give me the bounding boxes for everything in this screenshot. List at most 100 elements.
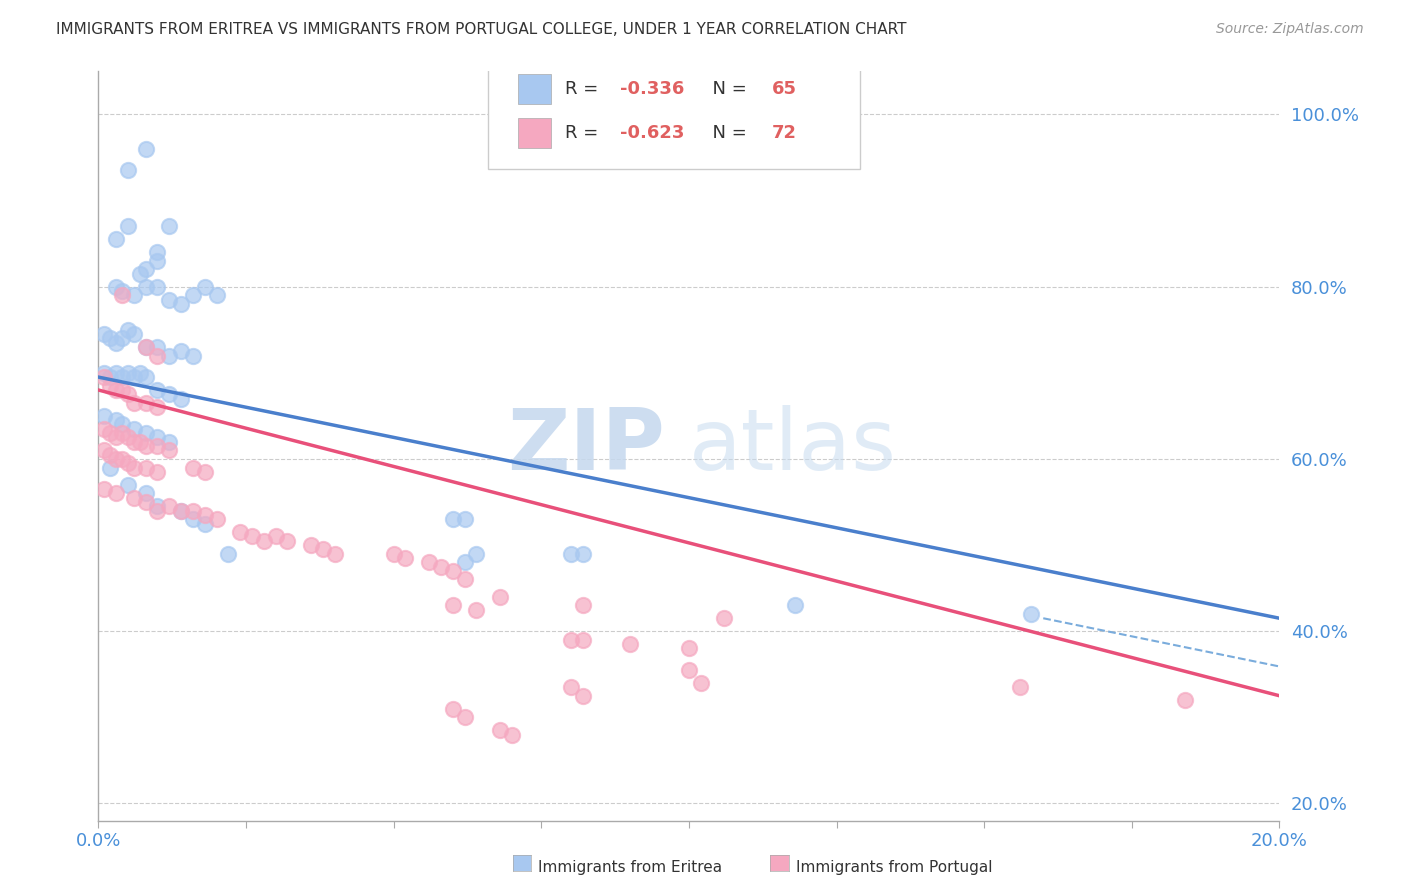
Point (253, 533, 276, 548)
Point (181, 349, 204, 363)
Point (194, 465, 217, 479)
Point (122, 434, 145, 449)
Text: Immigrants from Eritrea: Immigrants from Eritrea (538, 860, 723, 874)
Point (93, 370, 115, 384)
Point (135, 495, 157, 509)
Point (170, 503, 193, 517)
Point (146, 500, 169, 514)
Point (157, 500, 180, 514)
Point (678, 641, 700, 656)
Point (117, 323, 139, 337)
Point (170, 503, 193, 517)
Point (205, 288, 228, 302)
Point (128, 267, 150, 281)
Point (146, 349, 169, 363)
Point (105, 413, 128, 427)
Text: atlas: atlas (689, 404, 897, 488)
Point (135, 370, 157, 384)
Point (105, 486, 128, 500)
Point (98, 426, 121, 441)
Point (170, 392, 193, 406)
Point (560, 632, 582, 647)
Point (122, 370, 145, 384)
Point (111, 370, 134, 384)
Point (128, 366, 150, 380)
Point (93, 482, 115, 496)
Point (170, 344, 193, 359)
Point (135, 262, 157, 277)
Point (489, 590, 512, 604)
Point (135, 396, 157, 410)
Text: -0.623: -0.623 (620, 124, 685, 142)
Point (105, 430, 128, 444)
Point (312, 542, 335, 557)
Point (441, 564, 464, 578)
Point (276, 533, 298, 548)
Point (146, 253, 169, 268)
Point (1008, 680, 1031, 694)
Point (157, 219, 180, 234)
Point (501, 727, 523, 741)
Point (430, 559, 453, 574)
Text: Immigrants from Portugal: Immigrants from Portugal (796, 860, 993, 874)
Point (146, 383, 169, 397)
Point (465, 547, 488, 561)
Point (382, 547, 405, 561)
Point (105, 366, 128, 380)
Text: N =: N = (700, 124, 752, 142)
Text: N =: N = (700, 79, 752, 97)
Point (678, 663, 700, 677)
Point (111, 288, 134, 302)
Text: -0.336: -0.336 (620, 79, 685, 97)
Point (453, 512, 475, 526)
Point (105, 279, 128, 293)
Point (181, 460, 204, 475)
Point (560, 680, 582, 694)
Point (122, 288, 145, 302)
Point (105, 335, 128, 350)
Point (571, 689, 593, 703)
Point (117, 163, 139, 178)
Point (181, 503, 204, 517)
Point (441, 701, 464, 715)
Point (111, 417, 134, 432)
Point (713, 611, 735, 625)
Point (98, 378, 121, 392)
Point (135, 426, 157, 441)
Point (323, 547, 346, 561)
Point (111, 284, 134, 298)
Point (205, 512, 228, 526)
Point (571, 547, 593, 561)
Point (453, 710, 475, 724)
Point (135, 340, 157, 354)
Point (111, 331, 134, 345)
Point (117, 387, 139, 401)
Point (105, 232, 128, 246)
Point (146, 465, 169, 479)
Point (117, 477, 139, 491)
Point (157, 293, 180, 307)
Point (217, 547, 239, 561)
FancyBboxPatch shape (517, 74, 551, 103)
Point (453, 573, 475, 587)
Point (194, 516, 217, 531)
Text: R =: R = (565, 79, 605, 97)
Point (93, 422, 115, 436)
Point (170, 297, 193, 311)
Point (146, 340, 169, 354)
Point (98, 448, 121, 462)
Point (122, 460, 145, 475)
Point (93, 326, 115, 341)
Point (98, 460, 121, 475)
Point (105, 451, 128, 466)
Point (105, 383, 128, 397)
Point (146, 430, 169, 444)
Point (785, 599, 807, 613)
Point (157, 443, 180, 458)
Point (111, 426, 134, 441)
Point (117, 430, 139, 444)
Point (98, 331, 121, 345)
Point (128, 434, 150, 449)
Point (157, 349, 180, 363)
Point (135, 279, 157, 293)
